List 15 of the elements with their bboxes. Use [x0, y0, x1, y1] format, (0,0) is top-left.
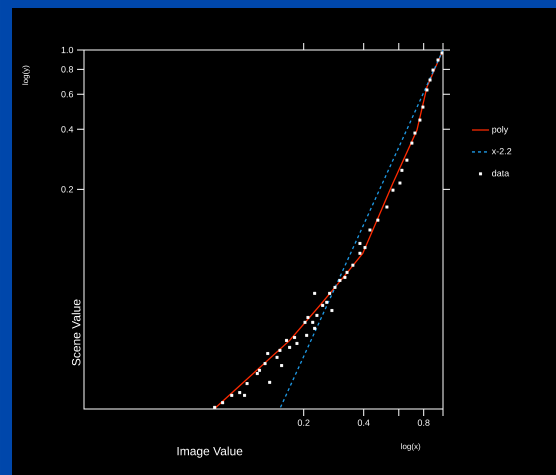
x-tick-label: 0.2	[298, 420, 310, 426]
legend-label: poly	[492, 126, 508, 134]
x-tick-label: 0.4	[358, 420, 370, 426]
text: log(x)	[401, 443, 420, 451]
x-axis-title: Image Value	[178, 446, 242, 458]
text: log(y)	[22, 66, 30, 85]
y-tick-label: 0.4	[61, 126, 74, 133]
legend-label: x-2.2	[492, 148, 512, 154]
y-axis-title: Scene Value	[72, 300, 80, 366]
y-tick-label: 1.0	[62, 46, 74, 54]
y-tick-label: 0.6	[61, 91, 74, 98]
y-tick-label: 0.2	[61, 186, 74, 193]
legend-label: data	[492, 170, 510, 176]
y-tick-label: 0.8	[61, 66, 74, 73]
x-tick-label: 0.8	[418, 420, 430, 426]
